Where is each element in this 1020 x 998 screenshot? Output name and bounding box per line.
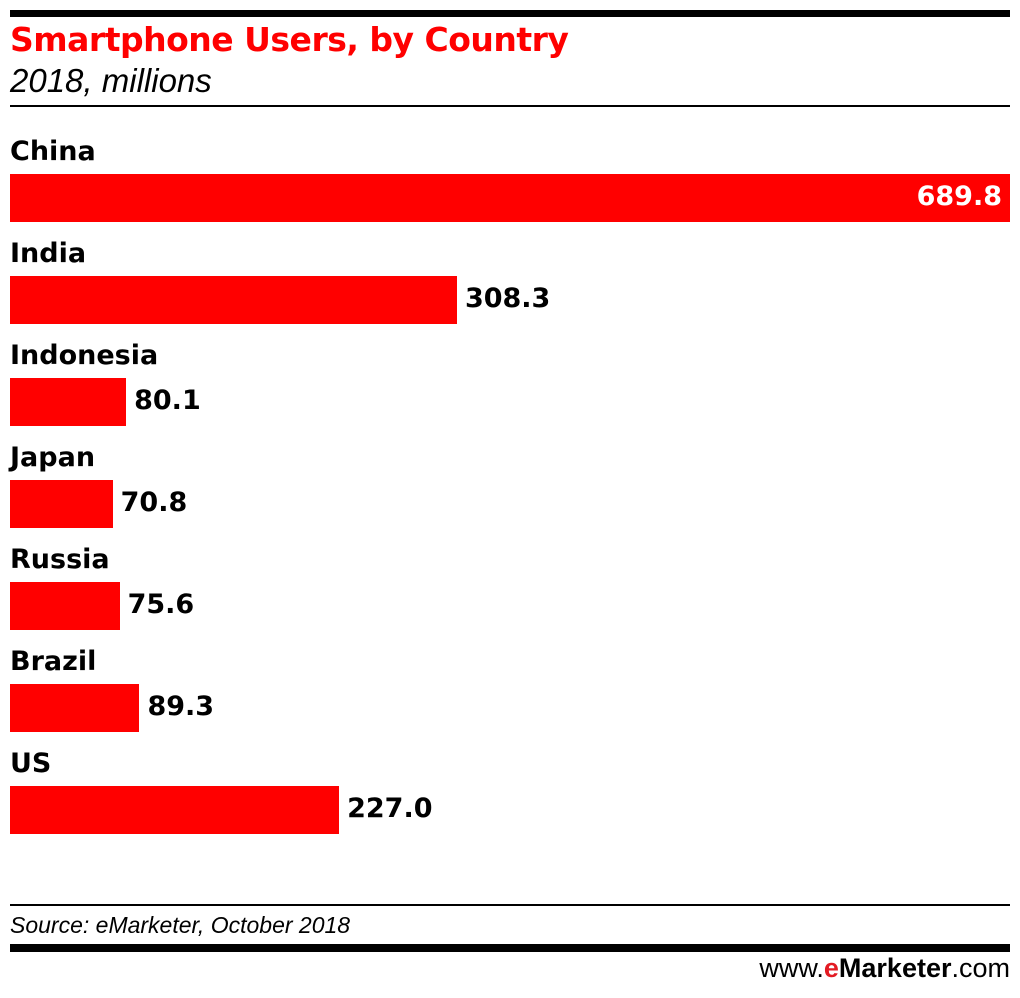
category-label: Brazil <box>10 646 97 677</box>
value-label: 80.1 <box>134 385 201 416</box>
category-label: India <box>10 238 87 269</box>
top-rule <box>10 10 1010 17</box>
bar-india <box>10 276 457 324</box>
bar-indonesia <box>10 378 127 426</box>
footer-thick-rule <box>10 944 1010 952</box>
value-label: 308.3 <box>464 283 551 314</box>
chart-subtitle: 2018, millions <box>10 62 212 99</box>
bar-japan <box>10 480 113 528</box>
value-label: 75.6 <box>127 589 195 620</box>
value-label: 689.8 <box>916 181 1002 212</box>
bar-china <box>10 174 1010 222</box>
category-label: Indonesia <box>10 340 159 371</box>
bar-us <box>10 786 340 834</box>
category-label: Japan <box>10 442 96 473</box>
footer-divider <box>10 904 1010 906</box>
category-label: Russia <box>10 544 110 575</box>
category-label: US <box>10 748 52 779</box>
header-divider <box>10 105 1010 107</box>
value-label: 70.8 <box>120 487 188 518</box>
bar-russia <box>10 582 120 630</box>
value-label: 89.3 <box>147 691 215 722</box>
bar-brazil <box>10 684 140 732</box>
emarketer-logo: www.eMarketer.com <box>759 953 1010 983</box>
category-label: China <box>10 136 96 167</box>
source-note: Source: eMarketer, October 2018 <box>10 912 351 938</box>
chart-title: Smartphone Users, by Country <box>10 20 569 59</box>
value-label: 227.0 <box>347 793 433 824</box>
